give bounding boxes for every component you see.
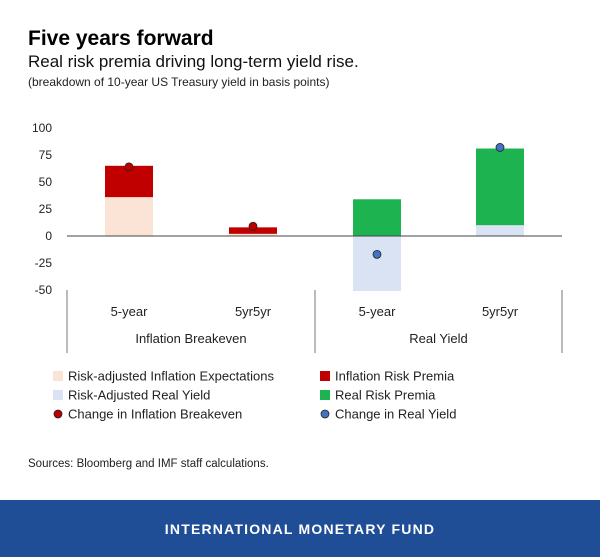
bar-segment bbox=[229, 233, 277, 236]
legend-swatch bbox=[320, 390, 330, 400]
legend-label: Risk-adjusted Inflation Expectations bbox=[68, 369, 274, 384]
y-tick-label: 100 bbox=[32, 121, 52, 135]
y-tick-label: 50 bbox=[39, 175, 53, 189]
marker-point bbox=[248, 221, 258, 231]
category-label: 5-year bbox=[111, 304, 149, 319]
legend-label: Change in Real Yield bbox=[335, 407, 456, 422]
legend-label: Risk-Adjusted Real Yield bbox=[68, 388, 210, 403]
y-tick-label: 0 bbox=[45, 229, 52, 243]
marker-point bbox=[372, 249, 382, 259]
legend-swatch bbox=[320, 409, 330, 419]
chart-subtitle: Real risk premia driving long-term yield… bbox=[28, 52, 359, 71]
y-tick-label: 75 bbox=[39, 148, 53, 162]
group-label: Inflation Breakeven bbox=[135, 331, 246, 346]
y-tick-label: -50 bbox=[35, 283, 53, 297]
bar-segment bbox=[353, 199, 401, 236]
legend-swatch bbox=[53, 409, 63, 419]
marker-point bbox=[495, 143, 505, 152]
stacked-bar-chart: 100 75 50 25 0 -25 -50 5-year 5yr5yr 5-year 5yr5yr… bbox=[32, 121, 563, 422]
legend-swatch bbox=[53, 371, 63, 381]
legend-label: Change in Inflation Breakeven bbox=[68, 407, 242, 422]
category-label: 5yr5yr bbox=[235, 304, 272, 319]
bar-segment bbox=[105, 197, 153, 236]
group-label: Real Yield bbox=[409, 331, 468, 346]
bar-segment bbox=[476, 225, 524, 236]
chart-title: Five years forward bbox=[28, 27, 214, 50]
chart-note: (breakdown of 10-year US Treasury yield … bbox=[28, 75, 330, 89]
bar-segment bbox=[353, 236, 401, 292]
legend-swatch bbox=[53, 390, 63, 400]
category-label: 5-year bbox=[359, 304, 397, 319]
y-tick-label: 25 bbox=[39, 202, 53, 216]
y-tick-label: -25 bbox=[35, 256, 53, 270]
legend-swatch bbox=[320, 371, 330, 381]
footer-bar: INTERNATIONAL MONETARY FUND bbox=[0, 500, 600, 557]
bar-segment bbox=[476, 148, 524, 226]
footer-label: INTERNATIONAL MONETARY FUND bbox=[164, 520, 436, 537]
legend-label: Real Risk Premia bbox=[335, 388, 436, 403]
marker-point bbox=[124, 162, 134, 172]
legend-label: Inflation Risk Premia bbox=[335, 369, 455, 384]
source-note: Sources: Bloomberg and IMF staff calcula… bbox=[28, 458, 269, 470]
category-label: 5yr5yr bbox=[482, 304, 519, 319]
